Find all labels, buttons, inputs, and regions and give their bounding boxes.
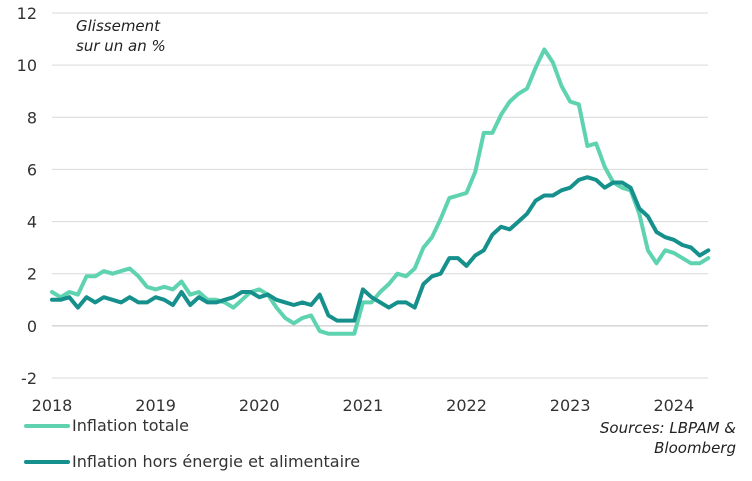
series-lines <box>50 47 711 336</box>
y-tick-label-0: 0 <box>27 317 37 336</box>
legend-label-total: Inflation totale <box>72 416 189 435</box>
line-inflation-hors-energie <box>50 175 711 323</box>
x-tick-label-2018: 2018 <box>32 396 73 415</box>
y-axis: -2 0 2 4 6 8 10 12 <box>17 4 37 388</box>
x-tick-label-2023: 2023 <box>550 396 591 415</box>
legend-swatch-total <box>24 423 70 428</box>
line-inflation-totale <box>50 47 711 336</box>
y-tick-label-8: 8 <box>27 108 37 127</box>
chart-title-line-1: Glissement <box>76 17 161 35</box>
chart-title-line-2: sur un an % <box>76 37 166 55</box>
y-tick-label-2: 2 <box>27 265 37 284</box>
x-tick-label-2021: 2021 <box>343 396 384 415</box>
x-tick-label-2022: 2022 <box>446 396 487 415</box>
gridlines <box>52 12 708 379</box>
y-tick-label-10: 10 <box>17 56 37 75</box>
x-tick-label-2019: 2019 <box>135 396 176 415</box>
y-tick-label-4: 4 <box>27 213 37 232</box>
x-tick-label-2020: 2020 <box>239 396 280 415</box>
y-tick-label-12: 12 <box>17 4 37 23</box>
legend-item-total: Inflation totale <box>24 416 189 435</box>
source-line-1: Sources: LBPAM & <box>599 419 736 437</box>
legend-item-core: Inflation hors énergie et alimentaire <box>24 452 360 471</box>
y-tick-label-6: 6 <box>27 160 37 179</box>
x-axis: 2018 2019 2020 2021 2022 2023 2024 <box>32 396 695 415</box>
legend-swatch-core <box>24 459 70 464</box>
y-tick-label--2: -2 <box>21 369 37 388</box>
legend-label-core: Inflation hors énergie et alimentaire <box>72 452 361 471</box>
x-tick-label-2024: 2024 <box>653 396 694 415</box>
source-line-2: Bloomberg <box>654 439 736 457</box>
source-note: Sources: LBPAM & Bloomberg <box>600 418 736 458</box>
